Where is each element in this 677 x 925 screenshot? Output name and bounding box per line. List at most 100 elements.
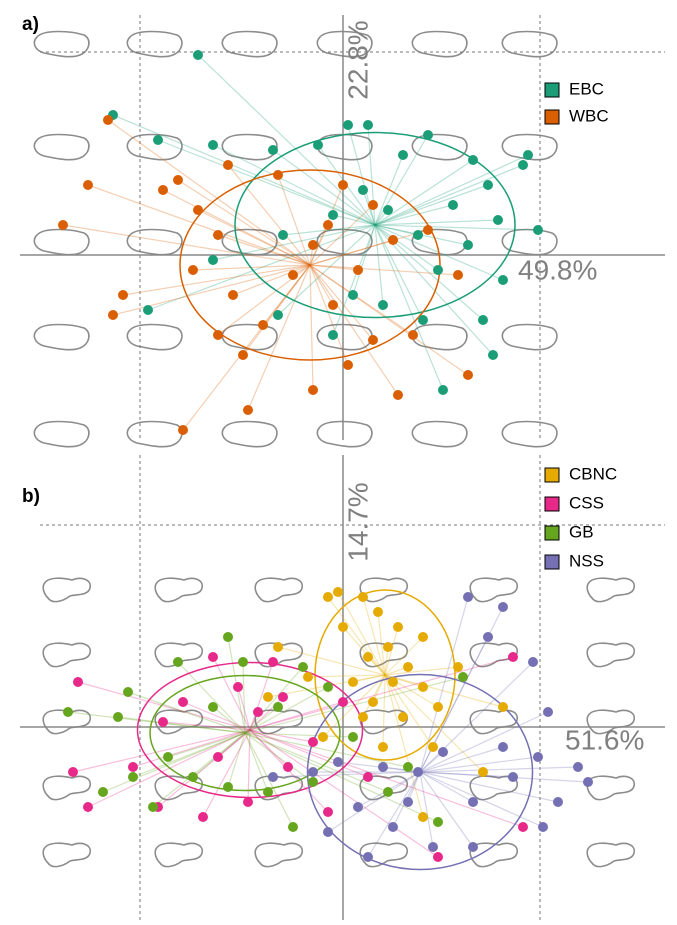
point xyxy=(418,812,428,822)
shape-outline xyxy=(154,775,204,801)
centroid-link xyxy=(277,174,311,266)
shape-outline xyxy=(316,323,373,351)
centroid-link xyxy=(77,681,251,731)
point xyxy=(433,852,443,862)
centroid-link xyxy=(309,264,314,391)
point xyxy=(478,315,488,325)
legend-swatch xyxy=(544,496,560,512)
centroid-link xyxy=(309,224,329,266)
legend-swatch xyxy=(544,82,560,98)
point xyxy=(63,707,73,717)
centroid-link xyxy=(162,721,251,731)
y-axis-label: 14.7% xyxy=(342,482,373,561)
point xyxy=(388,235,398,245)
point xyxy=(128,772,138,782)
shape-outline xyxy=(501,133,558,161)
point xyxy=(323,592,333,602)
point xyxy=(508,772,518,782)
point xyxy=(528,657,538,667)
shape-outline xyxy=(221,420,278,448)
y-axis-label: 22.8% xyxy=(342,20,373,99)
point xyxy=(393,390,403,400)
point xyxy=(223,782,233,792)
legend-swatch xyxy=(544,109,560,125)
centroid-link xyxy=(419,746,504,773)
centroid-link xyxy=(374,224,424,321)
shape-outline xyxy=(586,775,636,801)
shape-outline xyxy=(411,323,468,351)
centroid-link xyxy=(384,626,399,676)
point xyxy=(208,255,218,265)
point xyxy=(358,185,368,195)
point xyxy=(518,822,528,832)
centroid-link xyxy=(217,234,311,266)
centroid-link xyxy=(244,732,269,793)
centroid-link xyxy=(262,264,311,326)
point xyxy=(308,777,318,787)
point xyxy=(288,822,298,832)
centroid-link xyxy=(157,139,376,226)
point xyxy=(423,225,433,235)
point xyxy=(73,677,83,687)
shape-outline xyxy=(469,577,519,603)
centroid-link xyxy=(249,729,524,828)
point xyxy=(328,330,338,340)
shape-outline xyxy=(469,842,519,868)
shape-outline xyxy=(411,228,468,256)
point xyxy=(238,350,248,360)
point xyxy=(543,707,553,717)
point xyxy=(328,210,338,220)
centroid-link xyxy=(249,661,274,731)
point xyxy=(223,632,233,642)
centroid-link xyxy=(384,674,504,708)
shape-outline xyxy=(33,420,90,448)
point xyxy=(398,150,408,160)
shape-outline xyxy=(126,420,183,448)
point xyxy=(128,762,138,772)
centroid-link xyxy=(197,54,376,226)
centroid-link xyxy=(374,224,539,231)
shape-outline xyxy=(254,577,304,603)
shape-outline xyxy=(33,133,90,161)
x-axis-label: 49.8% xyxy=(518,254,597,285)
point xyxy=(333,587,343,597)
confidence-ellipse xyxy=(179,169,441,361)
point xyxy=(483,632,493,642)
centroid-link xyxy=(374,224,419,236)
shape-outline xyxy=(126,133,183,161)
point xyxy=(268,657,278,667)
point xyxy=(498,702,508,712)
shape-outline xyxy=(126,30,183,58)
point xyxy=(333,757,343,767)
centroid-link xyxy=(147,224,376,311)
point xyxy=(238,657,248,667)
centroid-link xyxy=(132,732,246,778)
centroid-link xyxy=(374,224,384,306)
point xyxy=(178,425,188,435)
centroid-link xyxy=(309,264,349,366)
point xyxy=(438,747,448,757)
point xyxy=(468,155,478,165)
legend-label: NSS xyxy=(569,551,604,570)
point xyxy=(418,682,428,692)
point xyxy=(288,270,298,280)
point xyxy=(493,215,503,225)
centroid-link xyxy=(167,732,246,758)
shape-outline xyxy=(586,642,636,668)
point xyxy=(213,230,223,240)
centroid-link xyxy=(182,701,251,731)
point xyxy=(103,115,113,125)
centroid-link xyxy=(374,134,429,226)
centroid-link xyxy=(309,264,359,271)
centroid-link xyxy=(419,771,589,783)
point xyxy=(208,702,218,712)
point xyxy=(208,140,218,150)
shape-outline xyxy=(469,775,519,801)
point xyxy=(533,752,543,762)
centroid-link xyxy=(419,751,444,773)
point xyxy=(498,275,508,285)
shape-outline xyxy=(359,842,409,868)
centroid-link xyxy=(232,264,311,296)
point xyxy=(438,385,448,395)
centroid-link xyxy=(419,771,544,828)
